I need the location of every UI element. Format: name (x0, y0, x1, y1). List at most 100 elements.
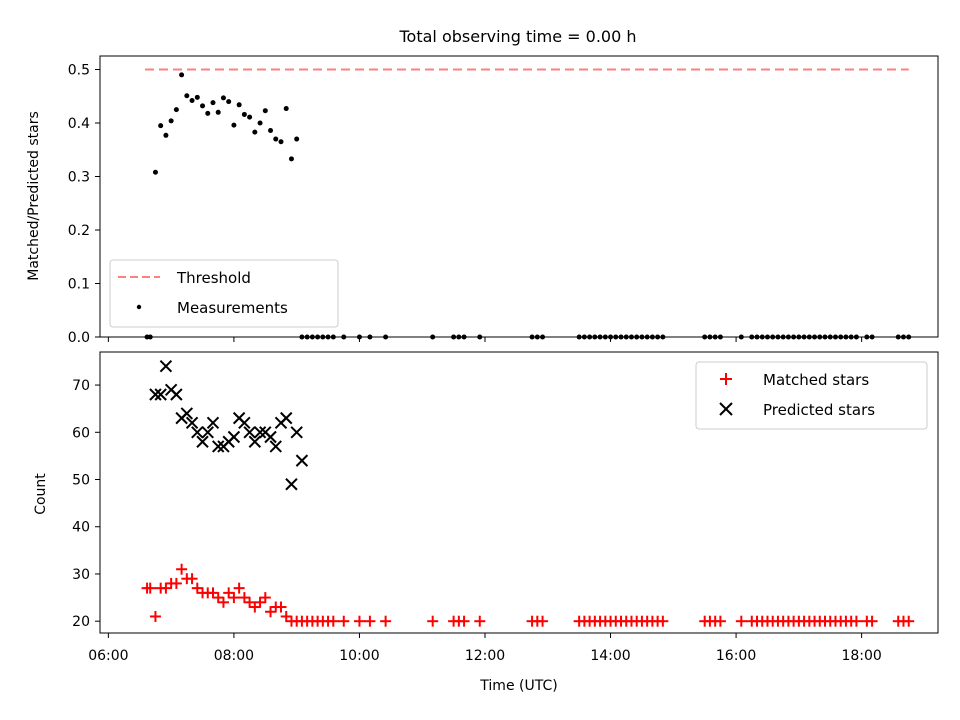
measurement-point (759, 334, 765, 340)
predicted-star-point (295, 454, 309, 467)
ratio-panel: 0.0 0.1 0.2 0.3 0.4 0.5 Matched/Predicted sta… (26, 55, 939, 346)
measurement-point (205, 110, 211, 116)
ratio-y-axis-label: Matched/Predicted stars (26, 111, 42, 281)
matched-star-point (364, 615, 376, 627)
ratio-legend-box (109, 259, 339, 328)
measurement-point (906, 334, 912, 340)
count-legend[interactable]: Matched stars Predicted stars (695, 361, 928, 430)
measurement-point (215, 109, 221, 115)
measurement-point (623, 334, 629, 340)
count-y-ticks: 20 30 40 50 60 70 (72, 378, 100, 630)
measurement-point (320, 334, 326, 340)
measurement-point (628, 334, 634, 340)
matched-star-point (537, 615, 549, 627)
ratio-legend[interactable]: Threshold Measurements (109, 259, 339, 328)
count-axes-frame (99, 351, 939, 634)
matched-star-point (866, 615, 878, 627)
measurement-point (576, 334, 582, 340)
measurement-point (163, 132, 169, 138)
predicted-star-point (149, 388, 162, 401)
predicted-star-point (201, 426, 214, 439)
measurement-point (247, 114, 253, 120)
measurement-point (822, 334, 828, 340)
predicted-star-point (290, 426, 303, 439)
measurement-point (330, 334, 336, 340)
measurement-point (717, 334, 723, 340)
measurement-point (179, 72, 185, 78)
measurement-point (618, 334, 624, 340)
x-axis-label: Time (UTC) (479, 678, 557, 694)
measurement-point (278, 139, 284, 145)
matched-star-point (149, 610, 161, 622)
x-tick-label: 10:00 (339, 648, 379, 664)
x-tick-label: 18:00 (841, 648, 881, 664)
count-y-tick-label: 60 (72, 425, 90, 441)
ratio-y-tick-label: 0.4 (68, 116, 90, 132)
matched-star-point (160, 582, 172, 594)
measurement-point (796, 334, 802, 340)
measurement-point (764, 334, 770, 340)
chart-title: Total observing time = 0.00 h (398, 27, 636, 46)
measurement-point (613, 334, 619, 340)
measurement-point (173, 107, 179, 113)
measurement-point (780, 334, 786, 340)
measurement-point (315, 334, 321, 340)
matched-star-point (223, 587, 235, 599)
predicted-star-point (253, 426, 267, 439)
measurement-point (158, 123, 164, 129)
predicted-star-point (196, 435, 209, 448)
matched-star-point (176, 563, 188, 575)
measurement-point (838, 334, 844, 340)
measurement-point (832, 334, 838, 340)
measurement-point (639, 334, 645, 340)
predicted-star-point (212, 440, 225, 453)
matched-star-point (338, 615, 350, 627)
measurement-point (299, 334, 305, 340)
measurement-point (602, 334, 608, 340)
measurement-point (461, 334, 467, 340)
measurement-point (257, 120, 263, 126)
measurement-point (341, 334, 347, 340)
ratio-y-tick-label: 0.3 (68, 170, 90, 186)
measurement-point (785, 334, 791, 340)
measurement-point (383, 334, 389, 340)
predicted-star-point (180, 407, 194, 420)
measurement-point (534, 334, 540, 340)
count-plot-area (141, 359, 915, 627)
measurement-point (806, 334, 812, 340)
matched-star-point (427, 615, 439, 627)
measurement-point (853, 334, 859, 340)
measurement-point (592, 334, 598, 340)
measurement-point (294, 136, 300, 142)
x-tick-label: 12:00 (465, 648, 505, 664)
measurement-point (707, 334, 713, 340)
measurement-point (900, 334, 906, 340)
x-tick-label: 16:00 (716, 648, 756, 664)
measurement-point (367, 334, 373, 340)
measurement-point (864, 334, 870, 340)
matched-star-point (233, 582, 245, 594)
matched-star-point (735, 615, 747, 627)
measurement-point (152, 169, 158, 175)
measurements-legend-swatch (136, 304, 142, 310)
measurement-point (581, 334, 587, 340)
measurement-point (843, 334, 849, 340)
predicted-star-point (227, 430, 241, 444)
measurement-point (529, 334, 535, 340)
matched-star-point (903, 615, 915, 627)
measurement-point (273, 136, 279, 142)
ratio-y-ticks: 0.0 0.1 0.2 0.3 0.4 0.5 (68, 63, 100, 346)
measurement-point (356, 334, 362, 340)
measurement-point (540, 334, 546, 340)
predicted-star-point (159, 359, 173, 373)
ratio-axes-frame (99, 55, 939, 338)
measurement-point (184, 93, 190, 99)
measurement-point (634, 334, 640, 340)
matched-star-point (254, 596, 266, 608)
measurement-point (791, 334, 797, 340)
matched-star-point (217, 596, 229, 608)
measurement-point (848, 334, 854, 340)
predicted-star-point (248, 435, 262, 448)
predicted-star-point (243, 426, 256, 439)
